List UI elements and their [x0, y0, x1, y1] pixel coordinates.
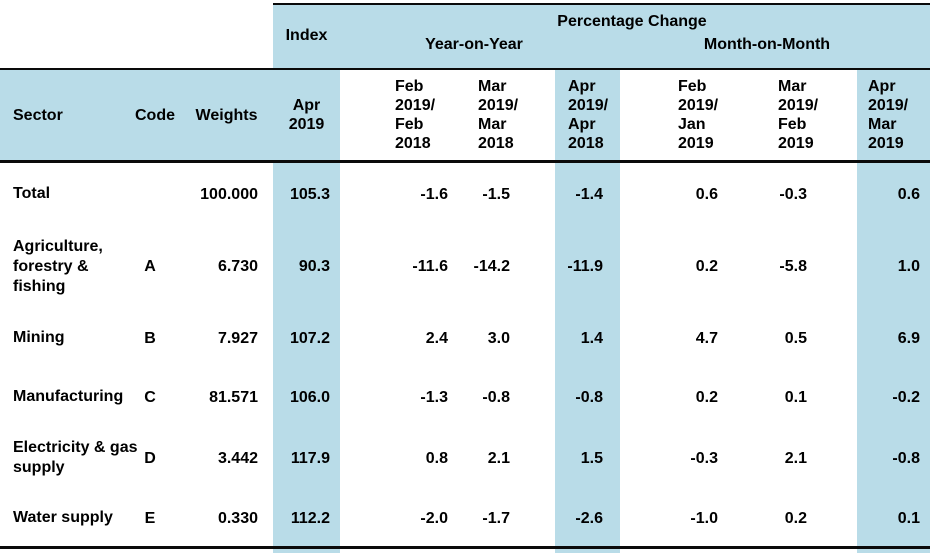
- code-cell: E: [144, 509, 156, 527]
- header-top-highlight-band: [273, 3, 930, 68]
- sector-cell: Manufacturing: [13, 388, 124, 405]
- header-mom-mar: Mar 2019/ Feb 2019: [778, 78, 819, 152]
- header-code: Code: [135, 106, 175, 124]
- yoy-feb-cell: -11.6: [412, 258, 448, 275]
- mom-apr-cell: -0.8: [892, 449, 920, 467]
- yoy-apr-cell: -2.6: [575, 509, 603, 527]
- yoy-mar-cell: -14.2: [473, 258, 510, 275]
- sector-cell: Mining: [13, 329, 65, 346]
- mom-mar-cell: 0.5: [784, 329, 807, 347]
- code-cell: D: [144, 449, 156, 467]
- index-cell: 117.9: [290, 449, 330, 467]
- weights-cell: 3.442: [217, 449, 258, 467]
- sector-cell: Water supply: [13, 509, 113, 526]
- code-cell: [130, 163, 180, 225]
- mom-mar-cell: -0.3: [779, 185, 807, 203]
- table-bottom-rule: [0, 546, 930, 549]
- mom-feb-cell: 0.6: [695, 185, 718, 203]
- header-mom-apr: Apr 2019/ Mar 2019: [868, 78, 909, 152]
- mom-mar-cell: 0.2: [784, 509, 807, 527]
- index-cell: 105.3: [289, 185, 330, 203]
- yoy-feb-cell: 0.8: [425, 449, 448, 467]
- weights-cell: 7.927: [217, 329, 258, 347]
- mom-feb-cell: 0.2: [695, 258, 718, 275]
- header-yoy-mar: Mar 2019/ Mar 2018: [478, 78, 519, 152]
- header-yoy-feb: Feb 2019/ Feb 2018: [395, 78, 436, 152]
- sector-cell: Total: [13, 185, 51, 202]
- index-cell: 106.0: [289, 388, 330, 406]
- header-yoy-apr-highlight: [555, 70, 620, 160]
- yoy-apr-cell: -0.8: [575, 388, 603, 406]
- mom-mar-cell: 2.1: [784, 449, 807, 467]
- yoy-feb-cell: 2.4: [425, 329, 448, 347]
- index-cell: 107.2: [289, 329, 330, 347]
- table-body: Total 100.000 105.3 -1.6 -1.5 -1.4 0.6 -…: [0, 163, 930, 546]
- mom-apr-cell: 6.9: [897, 329, 920, 347]
- index-cell: 90.3: [298, 258, 330, 275]
- yoy-apr-cell: 1.5: [580, 449, 603, 467]
- index-column-stripe: [273, 163, 340, 553]
- weights-cell: 81.571: [209, 388, 258, 406]
- header-divider-rule: [0, 68, 930, 70]
- header-mom-apr-highlight: [857, 70, 930, 160]
- mom-feb-cell: 0.2: [695, 388, 718, 406]
- mom-apr-cell: -0.2: [892, 388, 920, 406]
- yoy-mar-cell: 2.1: [487, 449, 510, 467]
- header-yoy-apr: Apr 2019/ Apr 2018: [568, 78, 609, 152]
- mom-apr-cell: 0.1: [897, 509, 920, 527]
- index-cell: 112.2: [290, 509, 330, 527]
- mom-mar-cell: -5.8: [779, 258, 807, 275]
- header-bottom-rule: [0, 160, 930, 163]
- code-cell: C: [144, 388, 156, 406]
- weights-cell: 6.730: [217, 258, 258, 275]
- mom-mar-cell: 0.1: [784, 388, 807, 406]
- mom-apr-cell: 1.0: [897, 258, 920, 275]
- mom-apr-column-stripe: [857, 163, 930, 553]
- year-on-year-header: Year-on-Year: [425, 36, 523, 53]
- header-left-highlight-band: [0, 70, 340, 160]
- yoy-feb-cell: -2.0: [420, 509, 448, 527]
- sector-cell: Agriculture, forestry & fishing: [13, 237, 103, 295]
- yoy-mar-cell: 3.0: [487, 329, 510, 347]
- month-on-month-header: Month-on-Month: [703, 36, 831, 53]
- column-header-row: Sector Code Weights Apr 2019 Feb 2019/ F…: [0, 70, 930, 160]
- yoy-mar-cell: -0.8: [482, 388, 510, 406]
- header-weights: Weights: [195, 106, 258, 124]
- percentage-change-header: Percentage Change: [557, 13, 707, 30]
- code-cell: A: [144, 258, 156, 275]
- yoy-apr-cell: 1.4: [580, 329, 603, 347]
- yoy-apr-cell: -11.9: [567, 258, 603, 275]
- header-index-apr-2019: Apr 2019: [288, 97, 325, 133]
- mom-feb-cell: 4.7: [695, 329, 718, 347]
- yoy-feb-cell: -1.6: [420, 185, 448, 203]
- header-sector: Sector: [13, 106, 63, 124]
- yoy-mar-cell: -1.5: [482, 185, 510, 203]
- header-mom-feb: Feb 2019/ Jan 2019: [678, 78, 719, 152]
- top-border-rule: [273, 3, 930, 5]
- yoy-apr-column-stripe: [555, 163, 620, 553]
- index-group-header: Index: [285, 26, 328, 44]
- code-cell: B: [144, 329, 156, 347]
- yoy-feb-cell: -1.3: [420, 388, 448, 406]
- yoy-mar-cell: -1.7: [482, 509, 510, 527]
- mom-feb-cell: -0.3: [690, 449, 718, 467]
- weights-cell: 0.330: [217, 509, 258, 527]
- yoy-apr-cell: -1.4: [575, 185, 603, 203]
- weights-cell: 100.000: [200, 185, 258, 203]
- sector-cell: Electricity & gas supply: [13, 439, 138, 476]
- mom-feb-cell: -1.0: [690, 509, 718, 527]
- mom-apr-cell: 0.6: [897, 185, 920, 203]
